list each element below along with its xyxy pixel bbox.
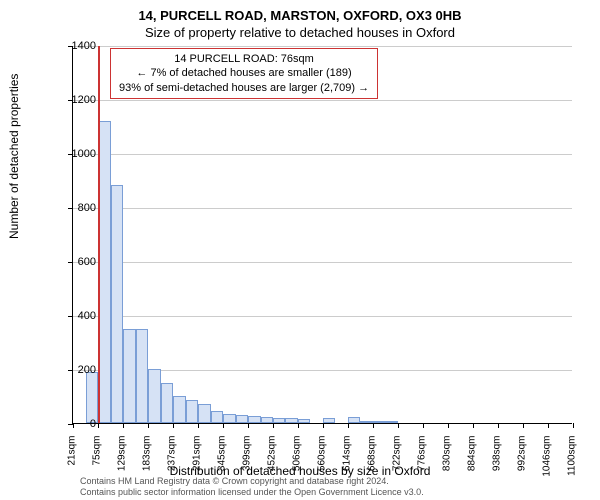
xtick-mark bbox=[148, 423, 149, 428]
histogram-bar bbox=[273, 418, 286, 423]
xtick-mark bbox=[248, 423, 249, 428]
histogram-bar bbox=[211, 411, 224, 423]
histogram-bar bbox=[248, 416, 261, 423]
xtick-mark bbox=[273, 423, 274, 428]
gridline bbox=[73, 154, 572, 155]
xtick-mark bbox=[173, 423, 174, 428]
xtick-mark bbox=[573, 423, 574, 428]
histogram-bar bbox=[223, 414, 236, 423]
histogram-bar bbox=[261, 417, 274, 423]
xtick-mark bbox=[298, 423, 299, 428]
xtick-mark bbox=[548, 423, 549, 428]
annotation-box: 14 PURCELL ROAD: 76sqm ← 7% of detached … bbox=[110, 48, 378, 99]
ytick-label: 1200 bbox=[56, 94, 96, 106]
histogram-bar bbox=[123, 329, 136, 424]
histogram-bar bbox=[373, 421, 386, 423]
ytick-label: 600 bbox=[56, 256, 96, 268]
xtick-mark bbox=[323, 423, 324, 428]
xtick-mark bbox=[373, 423, 374, 428]
footer-attribution: Contains HM Land Registry data © Crown c… bbox=[80, 476, 424, 498]
histogram-bar bbox=[148, 369, 161, 423]
title-line-1: 14, PURCELL ROAD, MARSTON, OXFORD, OX3 0… bbox=[0, 0, 600, 23]
histogram-bar bbox=[348, 417, 361, 423]
xtick-mark bbox=[123, 423, 124, 428]
ytick-label: 1400 bbox=[56, 40, 96, 52]
xtick-mark bbox=[348, 423, 349, 428]
xtick-mark bbox=[423, 423, 424, 428]
annotation-line-2: ← 7% of detached houses are smaller (189… bbox=[119, 66, 369, 80]
xtick-mark bbox=[398, 423, 399, 428]
xtick-mark bbox=[448, 423, 449, 428]
histogram-bar bbox=[173, 396, 186, 423]
histogram-bar bbox=[385, 421, 398, 423]
property-marker-line bbox=[98, 46, 100, 423]
ytick-label: 0 bbox=[56, 418, 96, 430]
xtick-mark bbox=[98, 423, 99, 428]
chart-plot-area bbox=[72, 46, 572, 424]
xtick-mark bbox=[198, 423, 199, 428]
histogram-bar bbox=[236, 415, 249, 423]
chart-container: 14, PURCELL ROAD, MARSTON, OXFORD, OX3 0… bbox=[0, 0, 600, 500]
histogram-bar bbox=[360, 421, 373, 423]
histogram-bar bbox=[86, 372, 99, 423]
xtick-mark bbox=[223, 423, 224, 428]
title-line-2: Size of property relative to detached ho… bbox=[0, 23, 600, 40]
ytick-label: 800 bbox=[56, 202, 96, 214]
gridline bbox=[73, 208, 572, 209]
ytick-label: 1000 bbox=[56, 148, 96, 160]
histogram-bar bbox=[186, 400, 199, 423]
histogram-bar bbox=[161, 383, 174, 424]
annotation-line-3: 93% of semi-detached houses are larger (… bbox=[119, 81, 369, 95]
footer-line-1: Contains HM Land Registry data © Crown c… bbox=[80, 476, 424, 487]
xtick-mark bbox=[498, 423, 499, 428]
histogram-bar bbox=[198, 404, 211, 423]
histogram-bar bbox=[285, 418, 298, 423]
annotation-line-1: 14 PURCELL ROAD: 76sqm bbox=[119, 52, 369, 66]
ytick-label: 200 bbox=[56, 364, 96, 376]
xtick-mark bbox=[473, 423, 474, 428]
histogram-bar bbox=[136, 329, 149, 424]
gridline bbox=[73, 100, 572, 101]
footer-line-2: Contains public sector information licen… bbox=[80, 487, 424, 498]
histogram-bar bbox=[323, 418, 336, 423]
histogram-bar bbox=[111, 185, 124, 423]
gridline bbox=[73, 316, 572, 317]
histogram-bar bbox=[298, 419, 311, 423]
xtick-mark bbox=[523, 423, 524, 428]
y-axis-label: Number of detached properties bbox=[7, 74, 21, 239]
ytick-label: 400 bbox=[56, 310, 96, 322]
gridline bbox=[73, 46, 572, 47]
gridline bbox=[73, 262, 572, 263]
